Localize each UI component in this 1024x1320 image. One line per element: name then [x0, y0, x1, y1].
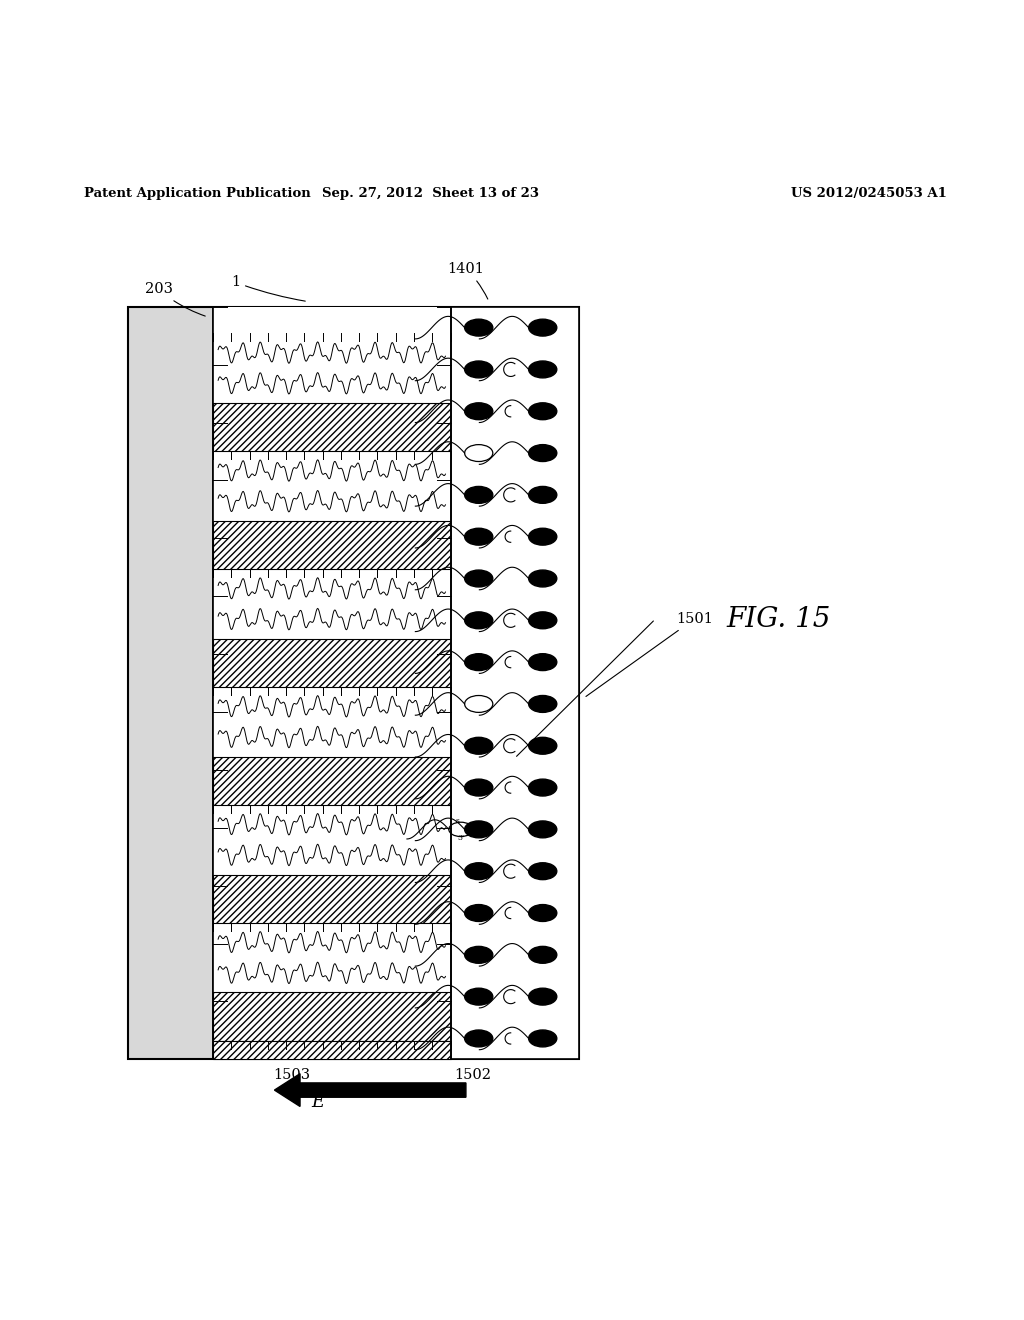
Ellipse shape: [465, 487, 493, 503]
Ellipse shape: [465, 570, 493, 587]
Bar: [213, 521, 451, 569]
Text: E: E: [311, 1093, 324, 1111]
Text: 1: 1: [231, 276, 305, 301]
Ellipse shape: [465, 528, 493, 545]
Ellipse shape: [528, 403, 557, 420]
Ellipse shape: [528, 360, 557, 378]
Ellipse shape: [528, 319, 557, 337]
Ellipse shape: [465, 863, 493, 879]
Ellipse shape: [528, 779, 557, 796]
Ellipse shape: [465, 779, 493, 796]
Bar: [128, 306, 579, 1060]
Ellipse shape: [528, 653, 557, 671]
Ellipse shape: [528, 696, 557, 713]
Bar: [213, 756, 451, 805]
Bar: [451, 306, 579, 1060]
Bar: [213, 639, 451, 686]
Bar: [213, 1040, 451, 1060]
Bar: [128, 306, 213, 1060]
Ellipse shape: [528, 946, 557, 964]
FancyArrow shape: [274, 1073, 466, 1106]
Ellipse shape: [528, 612, 557, 628]
Text: 1502: 1502: [455, 1068, 492, 1081]
Ellipse shape: [465, 946, 493, 964]
Ellipse shape: [465, 403, 493, 420]
Ellipse shape: [465, 989, 493, 1005]
Text: 3': 3': [458, 833, 465, 842]
Text: Patent Application Publication: Patent Application Publication: [84, 187, 310, 199]
Ellipse shape: [465, 904, 493, 921]
Ellipse shape: [465, 653, 493, 671]
Ellipse shape: [528, 528, 557, 545]
Ellipse shape: [528, 1030, 557, 1047]
Bar: [213, 403, 451, 451]
Text: 1501: 1501: [586, 612, 713, 697]
Ellipse shape: [465, 319, 493, 337]
Ellipse shape: [465, 360, 493, 378]
Ellipse shape: [465, 1030, 493, 1047]
Text: US 2012/0245053 A1: US 2012/0245053 A1: [791, 187, 946, 199]
Bar: [213, 875, 451, 923]
Ellipse shape: [528, 445, 557, 462]
Ellipse shape: [465, 821, 493, 838]
Bar: [213, 306, 451, 1060]
Text: 203: 203: [144, 282, 205, 315]
Text: Sep. 27, 2012  Sheet 13 of 23: Sep. 27, 2012 Sheet 13 of 23: [322, 187, 539, 199]
Text: 1503: 1503: [273, 1068, 310, 1081]
Text: FIG. 15: FIG. 15: [726, 606, 830, 632]
Ellipse shape: [528, 989, 557, 1005]
Ellipse shape: [528, 570, 557, 587]
Ellipse shape: [528, 863, 557, 879]
Ellipse shape: [528, 738, 557, 754]
Ellipse shape: [465, 738, 493, 754]
Ellipse shape: [528, 821, 557, 838]
Ellipse shape: [528, 904, 557, 921]
Text: 1401: 1401: [447, 261, 487, 300]
Ellipse shape: [465, 612, 493, 628]
Ellipse shape: [528, 487, 557, 503]
Text: s: s: [456, 817, 460, 825]
Bar: [213, 993, 451, 1040]
